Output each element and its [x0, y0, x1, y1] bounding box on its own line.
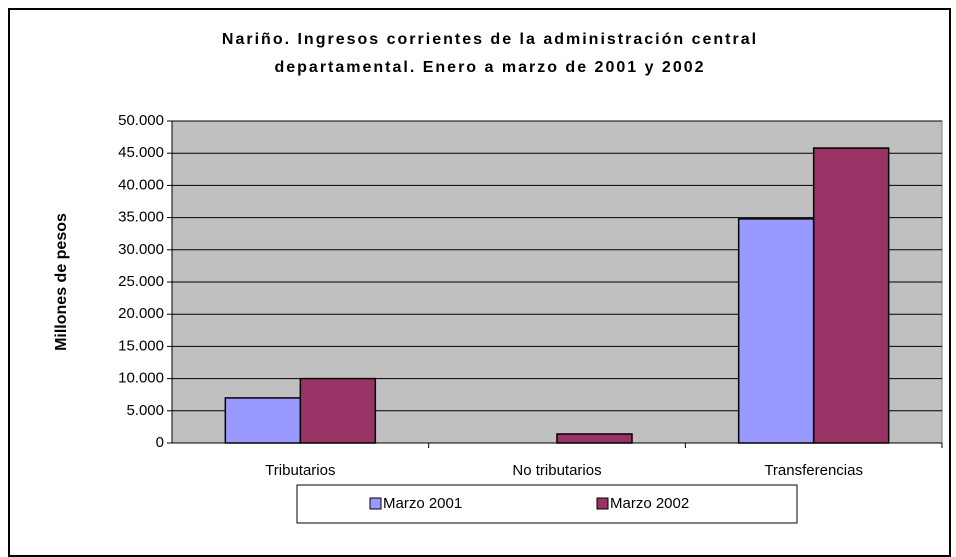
y-tick-label: 45.000 — [118, 144, 164, 161]
y-axis-label: Millones de pesos — [53, 213, 70, 351]
y-tick-label: 0 — [156, 434, 164, 451]
bar — [224, 397, 302, 444]
y-tick-label: 10.000 — [118, 370, 164, 387]
chart-title: Nariño. Ingresos corrientes de la admini… — [222, 31, 758, 48]
legend-label: Marzo 2002 — [610, 495, 689, 512]
y-tick-label: 50.000 — [118, 112, 164, 129]
y-tick-label: 15.000 — [118, 337, 164, 354]
y-tick-label: 20.000 — [118, 305, 164, 322]
y-tick-label: 30.000 — [118, 241, 164, 258]
legend-label: Marzo 2001 — [383, 495, 462, 512]
legend-swatch — [596, 497, 609, 510]
y-tick-label: 40.000 — [118, 176, 164, 193]
y-tick-label: 35.000 — [118, 209, 164, 226]
y-tick-label: 25.000 — [118, 273, 164, 290]
x-tick-label: Tributarios — [265, 462, 335, 479]
chart-title: departamental. Enero a marzo de 2001 y 2… — [274, 59, 705, 76]
bar — [299, 377, 377, 444]
legend-swatch — [369, 497, 382, 510]
y-tick-label: 5.000 — [126, 402, 164, 419]
x-tick-label: Transferencias — [764, 462, 863, 479]
x-tick-label: No tributarios — [512, 462, 601, 479]
bar — [737, 218, 815, 444]
bar — [812, 147, 890, 444]
bar — [556, 433, 633, 444]
